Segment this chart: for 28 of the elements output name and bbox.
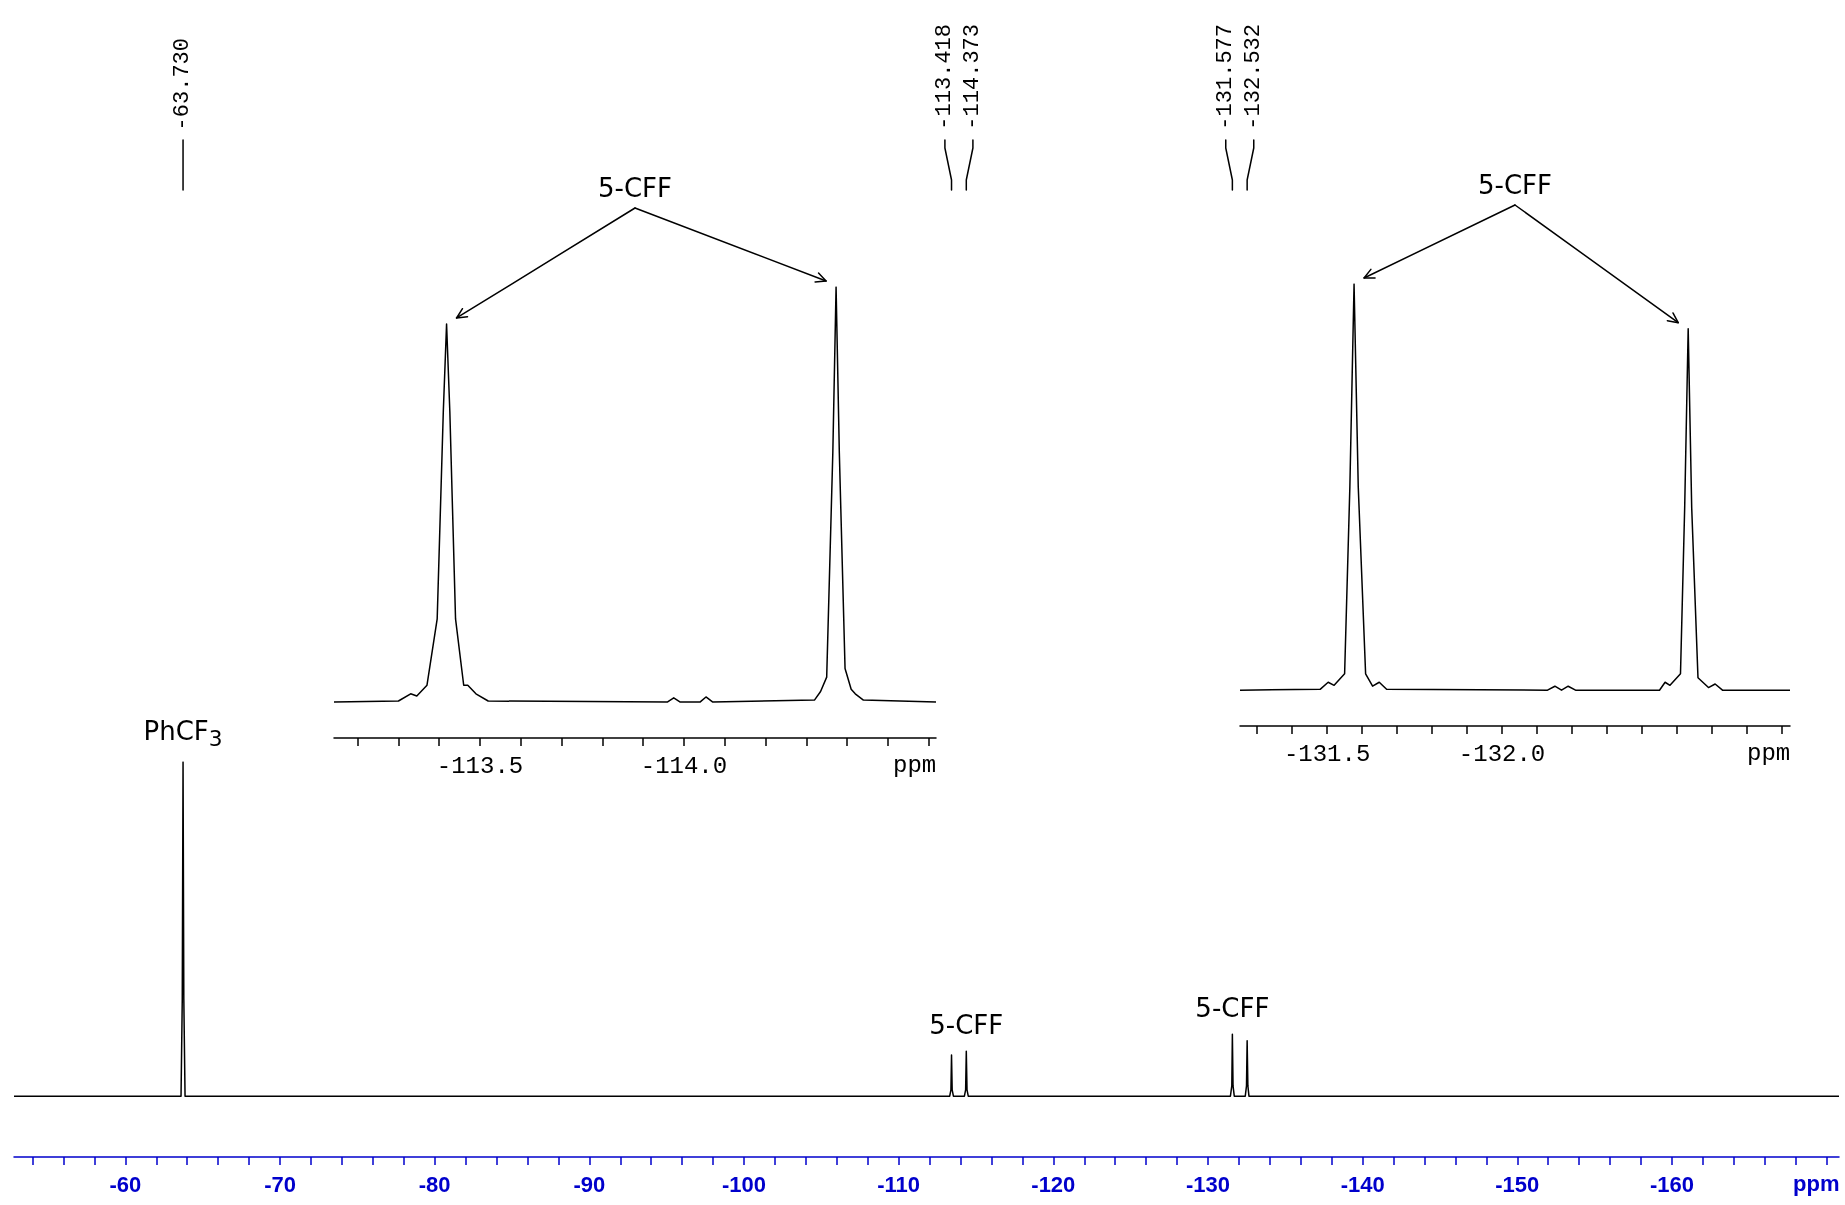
- annotation: -131.577: [1212, 24, 1238, 130]
- x-tick-label: -100: [721, 1171, 767, 1197]
- x-tick-label: -80: [418, 1171, 451, 1197]
- annotation: PhCF$_{3}$: [143, 716, 223, 753]
- x-tick-label: -114.0: [640, 752, 728, 780]
- x-tick-label: -60: [109, 1171, 142, 1197]
- x-tick-label: -132.0: [1458, 740, 1546, 768]
- text: 5-CFF: [1478, 170, 1552, 201]
- annotation: -113.418: [931, 24, 957, 130]
- x-axis-title: ppm: [1793, 1171, 1840, 1196]
- x-axis-title: ppm: [1747, 740, 1791, 767]
- annotation: -114.373: [959, 24, 985, 130]
- x-tick-label: -130: [1185, 1171, 1231, 1197]
- annotation: 5-CFF: [929, 1010, 1004, 1042]
- x-tick-label: -120: [1031, 1171, 1076, 1197]
- x-tick-label: -140: [1340, 1171, 1385, 1197]
- annotation: -132.532: [1240, 24, 1266, 130]
- annotation: 5-CFF: [1195, 993, 1270, 1025]
- text: 5-CFF: [598, 173, 672, 204]
- x-tick-label: -150: [1495, 1171, 1540, 1197]
- x-tick-label: -160: [1649, 1171, 1694, 1197]
- x-tick-label: -131.5: [1283, 740, 1371, 768]
- x-tick-label: -90: [573, 1171, 606, 1197]
- x-tick-label: -70: [264, 1171, 296, 1197]
- x-tick-label: -110: [877, 1171, 921, 1197]
- x-axis-title: ppm: [893, 752, 937, 779]
- annotation: -63.730: [170, 38, 196, 131]
- x-tick-label: -113.5: [436, 752, 524, 780]
